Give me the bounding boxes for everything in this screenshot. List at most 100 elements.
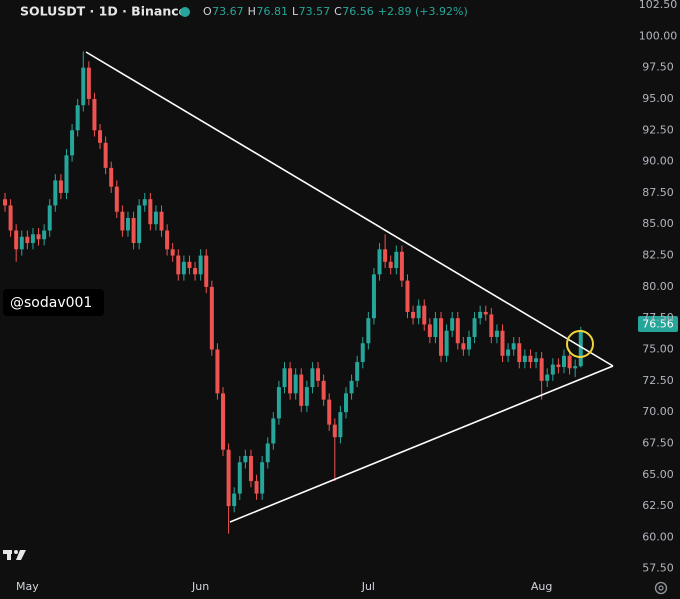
candle-body: [165, 230, 170, 250]
candle-body: [181, 261, 186, 275]
candle-body: [371, 274, 376, 319]
candle-body: [75, 105, 80, 131]
ohlc-field-value: 73.57: [299, 5, 331, 18]
candle-body: [327, 399, 332, 425]
candle-body: [433, 318, 438, 337]
ohlc-field-label: L: [292, 5, 299, 18]
candle-body: [522, 355, 527, 363]
candle-body: [562, 355, 566, 368]
candle-body: [193, 268, 198, 275]
candle-body: [64, 155, 69, 193]
candle-body: [383, 249, 388, 262]
candle-body: [466, 336, 471, 350]
y-tick-label: 85.00: [642, 217, 674, 230]
candle-body: [159, 211, 164, 231]
candle-body: [506, 349, 511, 356]
candle-body: [573, 366, 578, 369]
candle-body: [187, 261, 192, 269]
candle-body: [3, 199, 7, 206]
y-tick-label: 77.50: [642, 311, 674, 324]
candle-body: [271, 418, 276, 444]
candle-body: [14, 230, 19, 250]
x-tick-label: Jun: [191, 580, 209, 593]
candle-body: [444, 330, 449, 356]
candle-body: [260, 462, 265, 494]
x-tick-label: Jul: [361, 580, 375, 593]
y-tick-label: 62.50: [642, 499, 674, 512]
y-tick-label: 72.50: [642, 374, 674, 387]
candle-body: [550, 364, 555, 375]
candle-body: [47, 205, 52, 231]
candle-body: [36, 234, 41, 240]
candle-body: [539, 358, 544, 381]
candle-body: [377, 249, 382, 275]
candle-body: [349, 380, 354, 394]
candle-body: [439, 318, 444, 356]
watermark: @sodav001: [10, 295, 92, 311]
candle-body: [528, 355, 533, 363]
candle-body: [282, 368, 287, 388]
candle-body: [204, 255, 209, 287]
ohlc-field-label: C: [334, 5, 342, 18]
candle-body: [578, 329, 583, 367]
candle-body: [489, 314, 494, 337]
lower-trendline: [229, 365, 614, 523]
candle-body: [276, 387, 281, 419]
candle-body: [427, 324, 432, 337]
candle-body: [98, 130, 103, 143]
ohlc-field-label: O: [203, 5, 212, 18]
candle-body: [209, 286, 214, 350]
candle-body: [92, 98, 97, 131]
candle-body: [478, 311, 483, 319]
candle-body: [19, 236, 24, 250]
candle-body: [388, 261, 393, 269]
candle-body: [120, 211, 125, 231]
candle-body: [556, 364, 561, 368]
candle-body: [42, 230, 47, 240]
candle-body: [411, 311, 416, 319]
candle-body: [500, 330, 505, 356]
candle-body: [494, 330, 499, 337]
candle-body: [232, 493, 237, 507]
plot-area: [3, 51, 583, 534]
y-tick-label: 97.50: [642, 61, 674, 74]
ohlc-field-value: 76.56: [342, 5, 374, 18]
ohlc-field-value: 76.81: [256, 5, 288, 18]
candle-body: [170, 249, 175, 256]
logo: [3, 550, 26, 560]
x-tick-label: Aug: [531, 580, 552, 593]
y-tick-label: 95.00: [642, 92, 674, 105]
upper-trendline: [85, 51, 614, 367]
candle-body: [416, 305, 421, 319]
y-tick-label: 60.00: [642, 530, 674, 543]
y-tick-label: 90.00: [642, 155, 674, 168]
last-price-tag: 76.56: [638, 316, 678, 332]
ohlc-field-label: H: [248, 5, 256, 18]
candle-body: [25, 236, 30, 244]
y-tick-label: 57.50: [642, 562, 674, 575]
candle-body: [405, 280, 410, 312]
candle-body: [221, 393, 226, 450]
candle-body: [534, 358, 539, 363]
settings-icon[interactable]: [654, 581, 668, 595]
candle-body: [517, 343, 522, 363]
candle-body: [394, 251, 399, 269]
candle-body: [422, 305, 427, 325]
candle-body: [304, 387, 309, 406]
candle-body: [176, 255, 181, 275]
y-tick-label: 67.50: [642, 436, 674, 449]
candle-body: [316, 368, 321, 381]
candle-body: [472, 318, 477, 337]
candle-body: [399, 251, 404, 281]
candle-body: [53, 180, 58, 206]
y-tick-label: 80.00: [642, 280, 674, 293]
y-tick-label: 100.00: [639, 29, 678, 42]
candle-body: [265, 443, 270, 463]
candle-body: [545, 374, 550, 381]
y-tick-label: 102.50: [639, 0, 678, 11]
y-tick-label: 75.00: [642, 343, 674, 356]
candle-body: [360, 343, 365, 363]
candle-body: [343, 393, 348, 413]
candle-body: [103, 142, 108, 168]
